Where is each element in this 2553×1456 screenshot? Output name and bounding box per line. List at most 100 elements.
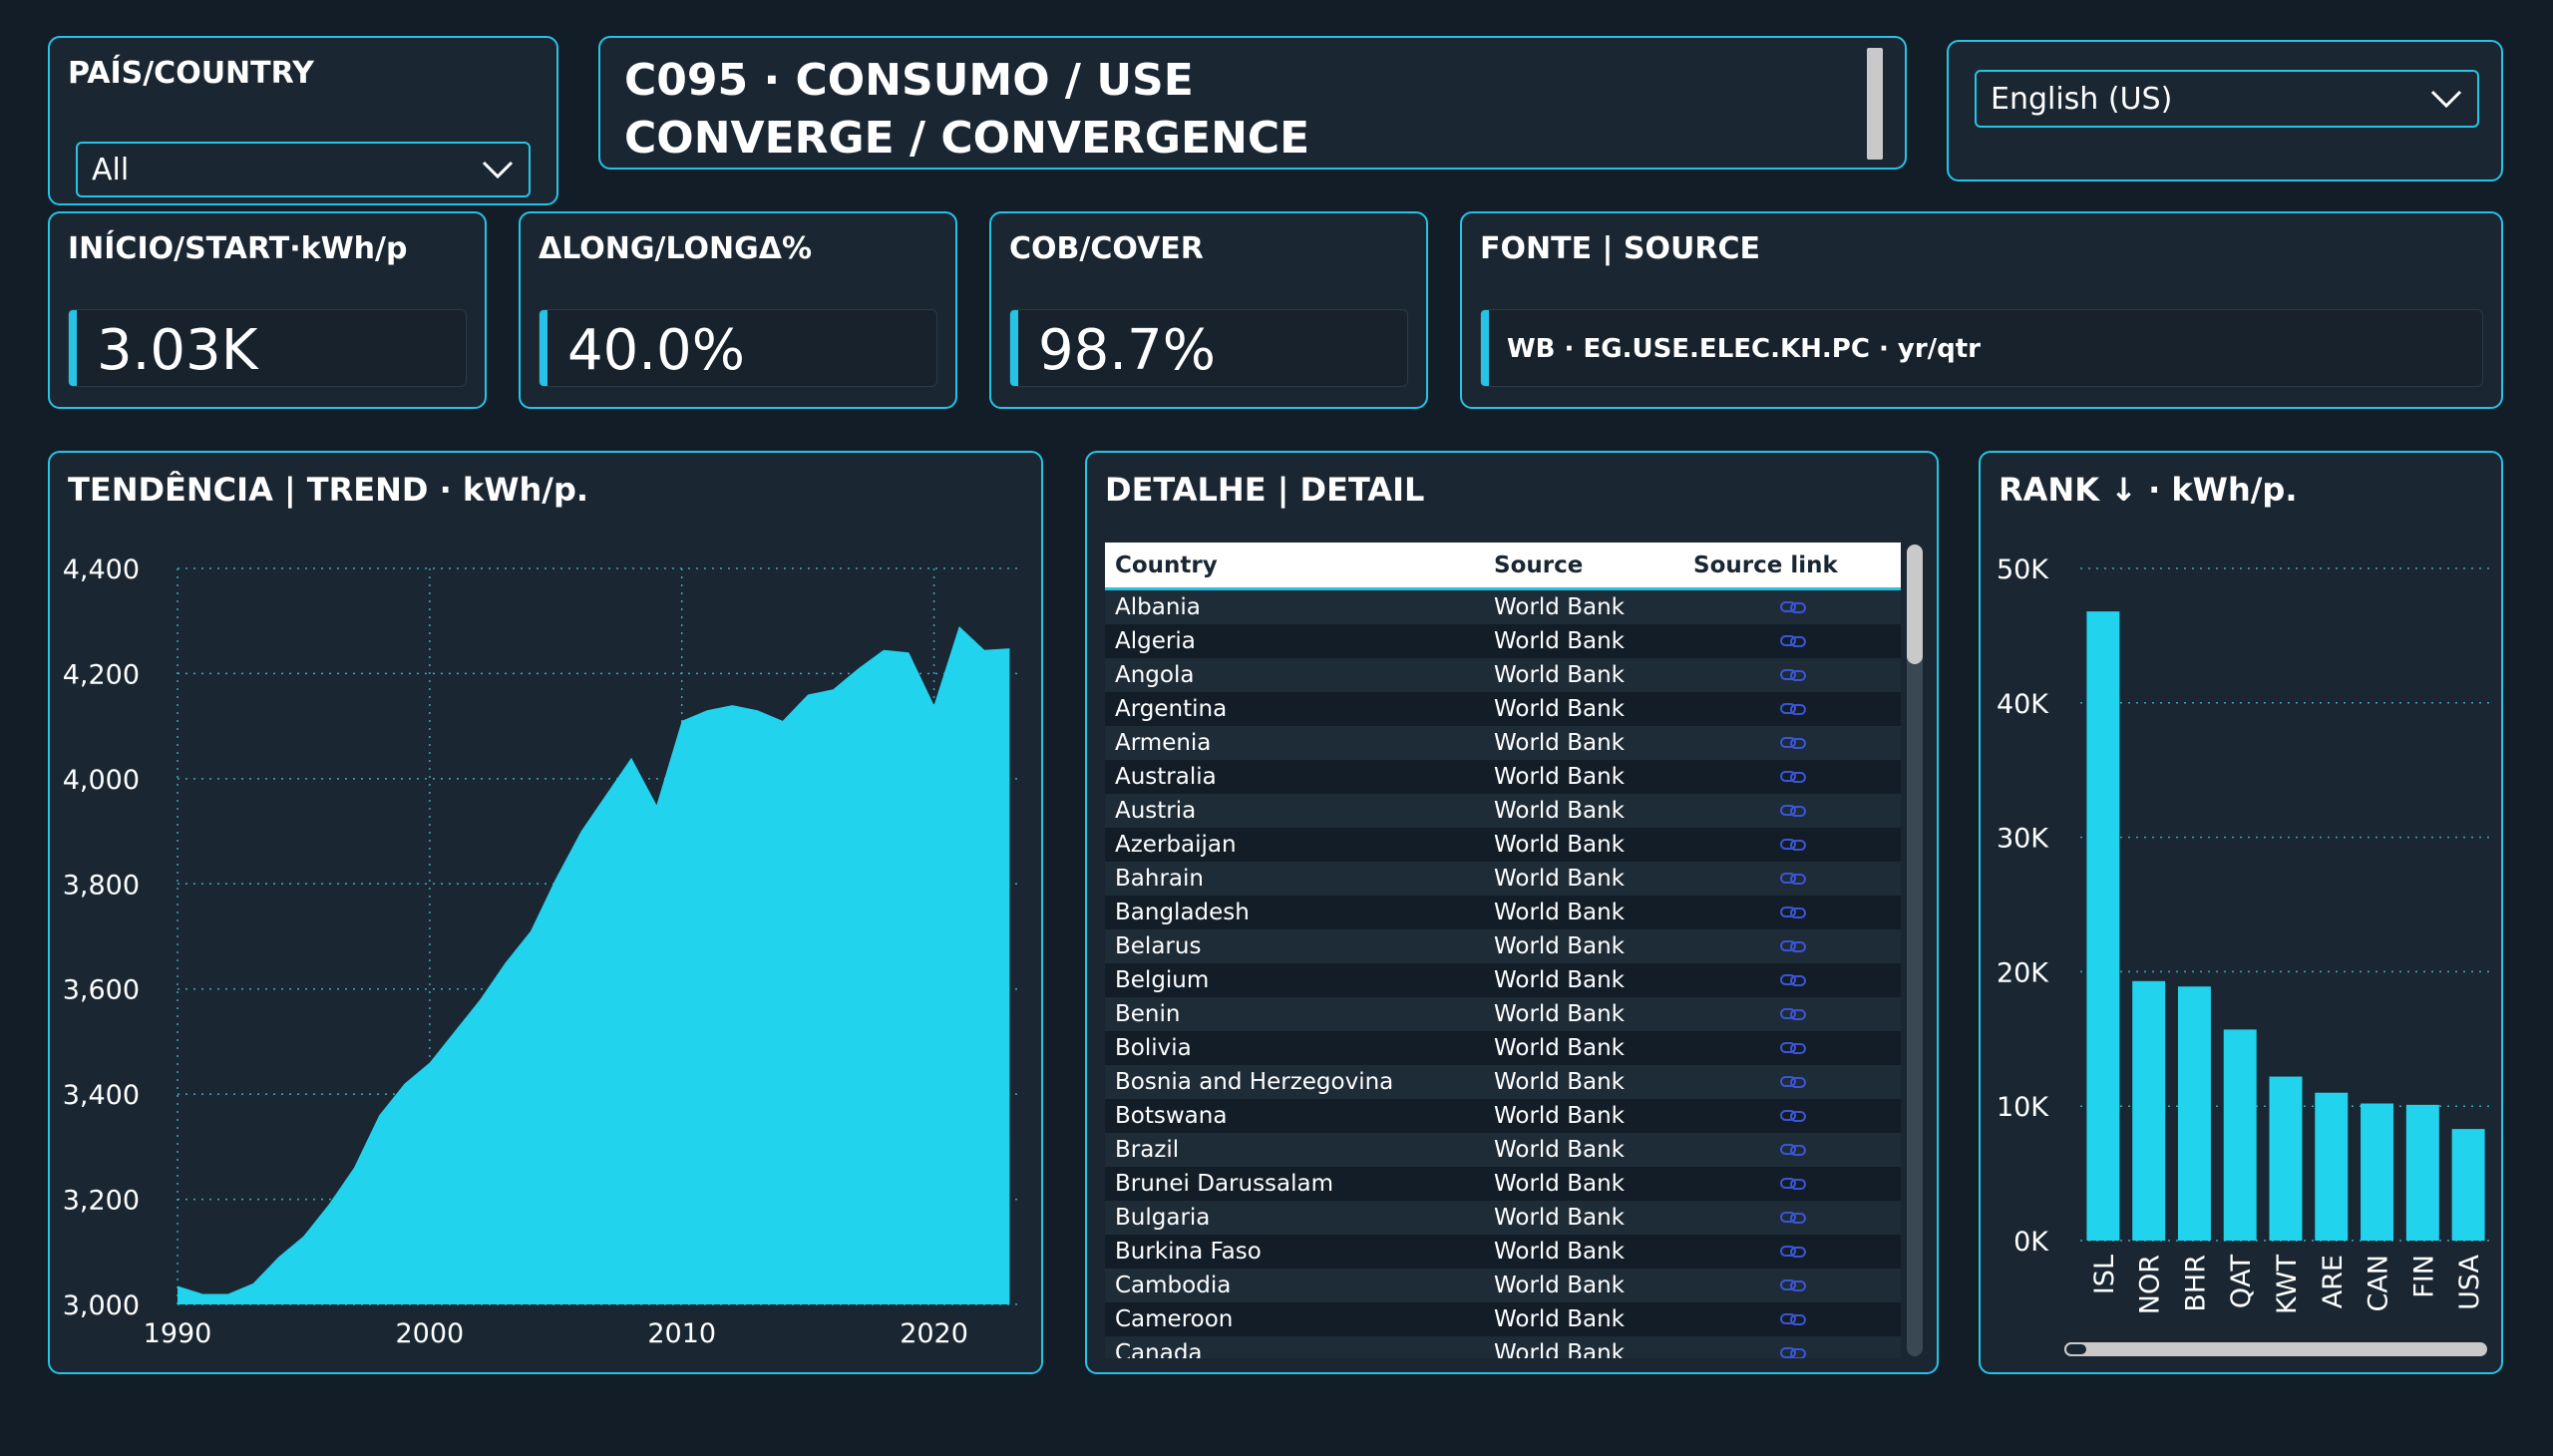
table-row[interactable]: Bosnia and Herzegovina World Bank — [1105, 1065, 1901, 1099]
link-icon[interactable] — [1780, 1007, 1806, 1021]
link-icon[interactable] — [1780, 1075, 1806, 1089]
column-header-country[interactable]: Country — [1115, 551, 1218, 578]
link-icon[interactable] — [1780, 1312, 1806, 1326]
table-row[interactable]: Azerbaijan World Bank — [1105, 828, 1901, 862]
table-row[interactable]: Algeria World Bank — [1105, 624, 1901, 658]
source-cell: World Bank — [1494, 900, 1625, 925]
link-icon[interactable] — [1780, 770, 1806, 784]
table-row[interactable]: Belgium World Bank — [1105, 963, 1901, 997]
rank-bar[interactable] — [2269, 1076, 2303, 1241]
table-row[interactable]: Bahrain World Bank — [1105, 862, 1901, 896]
column-header-source-link[interactable]: Source link — [1693, 551, 1838, 578]
source-link-cell[interactable] — [1693, 1177, 1893, 1191]
source-link-cell[interactable] — [1693, 804, 1893, 818]
country-cell: Armenia — [1115, 730, 1212, 756]
table-body: Albania World Bank Algeria World Bank Angola… — [1105, 590, 1901, 1358]
table-row[interactable]: Austria World Bank — [1105, 794, 1901, 828]
rank-bar[interactable] — [2315, 1092, 2349, 1241]
source-link-cell[interactable] — [1693, 1346, 1893, 1358]
link-icon[interactable] — [1780, 1177, 1806, 1191]
link-icon[interactable] — [1780, 668, 1806, 682]
source-cell: World Bank — [1494, 1340, 1625, 1358]
country-dropdown[interactable]: All — [76, 142, 531, 197]
source-link-cell[interactable] — [1693, 838, 1893, 852]
rank-bar[interactable] — [2451, 1129, 2485, 1241]
scrollbar-thumb[interactable] — [2064, 1342, 2088, 1356]
x-tick-label: QAT — [2226, 1254, 2257, 1308]
table-row[interactable]: Australia World Bank — [1105, 760, 1901, 794]
source-link-cell[interactable] — [1693, 1278, 1893, 1292]
link-icon[interactable] — [1780, 872, 1806, 886]
table-row[interactable]: Cambodia World Bank — [1105, 1269, 1901, 1302]
source-link-cell[interactable] — [1693, 973, 1893, 987]
link-icon[interactable] — [1780, 1109, 1806, 1123]
source-link-cell[interactable] — [1693, 939, 1893, 953]
source-link-cell[interactable] — [1693, 770, 1893, 784]
y-tick-label: 40K — [1997, 689, 2049, 720]
column-header-source[interactable]: Source — [1494, 551, 1584, 578]
table-row[interactable]: Canada World Bank — [1105, 1336, 1901, 1358]
link-icon[interactable] — [1780, 1245, 1806, 1259]
table-row[interactable]: Benin World Bank — [1105, 997, 1901, 1031]
source-link-cell[interactable] — [1693, 634, 1893, 648]
header-title-card: C095 · CONSUMO / USE CONVERGE / CONVERGE… — [598, 36, 1907, 170]
source-cell: World Bank — [1494, 866, 1625, 892]
title-scrollbar[interactable] — [1867, 48, 1883, 160]
link-icon[interactable] — [1780, 906, 1806, 919]
rank-horizontal-scrollbar[interactable] — [2064, 1342, 2487, 1356]
rank-bar[interactable] — [2405, 1104, 2439, 1241]
link-icon[interactable] — [1780, 1346, 1806, 1358]
link-icon[interactable] — [1780, 1143, 1806, 1157]
table-row[interactable]: Bulgaria World Bank — [1105, 1201, 1901, 1235]
source-link-cell[interactable] — [1693, 1245, 1893, 1259]
rank-title: RANK ↓ · kWh/p. — [1999, 471, 2298, 509]
table-row[interactable]: Brazil World Bank — [1105, 1133, 1901, 1167]
link-icon[interactable] — [1780, 600, 1806, 614]
table-row[interactable]: Argentina World Bank — [1105, 692, 1901, 726]
rank-bar[interactable] — [2361, 1103, 2394, 1241]
source-link-cell[interactable] — [1693, 1041, 1893, 1055]
table-row[interactable]: Burkina Faso World Bank — [1105, 1235, 1901, 1269]
link-icon[interactable] — [1780, 838, 1806, 852]
source-link-cell[interactable] — [1693, 1143, 1893, 1157]
rank-bar[interactable] — [2177, 986, 2211, 1241]
source-cell: World Bank — [1494, 1035, 1625, 1061]
scrollbar-thumb[interactable] — [1907, 545, 1923, 664]
link-icon[interactable] — [1780, 1211, 1806, 1225]
link-icon[interactable] — [1780, 939, 1806, 953]
link-icon[interactable] — [1780, 736, 1806, 750]
table-row[interactable]: Belarus World Bank — [1105, 929, 1901, 963]
table-row[interactable]: Albania World Bank — [1105, 590, 1901, 624]
rank-bar[interactable] — [2132, 980, 2166, 1241]
link-icon[interactable] — [1780, 973, 1806, 987]
table-row[interactable]: Bolivia World Bank — [1105, 1031, 1901, 1065]
table-row[interactable]: Bangladesh World Bank — [1105, 896, 1901, 929]
rank-bar[interactable] — [2223, 1029, 2257, 1241]
source-link-cell[interactable] — [1693, 1211, 1893, 1225]
table-row[interactable]: Cameroon World Bank — [1105, 1302, 1901, 1336]
source-link-cell[interactable] — [1693, 736, 1893, 750]
source-link-cell[interactable] — [1693, 702, 1893, 716]
source-link-cell[interactable] — [1693, 1007, 1893, 1021]
link-icon[interactable] — [1780, 702, 1806, 716]
link-icon[interactable] — [1780, 804, 1806, 818]
country-cell: Austria — [1115, 798, 1197, 824]
source-link-cell[interactable] — [1693, 1075, 1893, 1089]
link-icon[interactable] — [1780, 1278, 1806, 1292]
source-cell: World Bank — [1494, 967, 1625, 993]
source-link-cell[interactable] — [1693, 906, 1893, 919]
table-row[interactable]: Armenia World Bank — [1105, 726, 1901, 760]
rank-bar[interactable] — [2086, 611, 2120, 1241]
table-row[interactable]: Brunei Darussalam World Bank — [1105, 1167, 1901, 1201]
table-row[interactable]: Botswana World Bank — [1105, 1099, 1901, 1133]
source-link-cell[interactable] — [1693, 1109, 1893, 1123]
link-icon[interactable] — [1780, 1041, 1806, 1055]
link-icon[interactable] — [1780, 634, 1806, 648]
source-link-cell[interactable] — [1693, 872, 1893, 886]
source-link-cell[interactable] — [1693, 1312, 1893, 1326]
source-link-cell[interactable] — [1693, 600, 1893, 614]
table-vertical-scrollbar[interactable] — [1907, 545, 1923, 1356]
table-row[interactable]: Angola World Bank — [1105, 658, 1901, 692]
language-dropdown[interactable]: English (US) — [1975, 70, 2479, 128]
source-link-cell[interactable] — [1693, 668, 1893, 682]
